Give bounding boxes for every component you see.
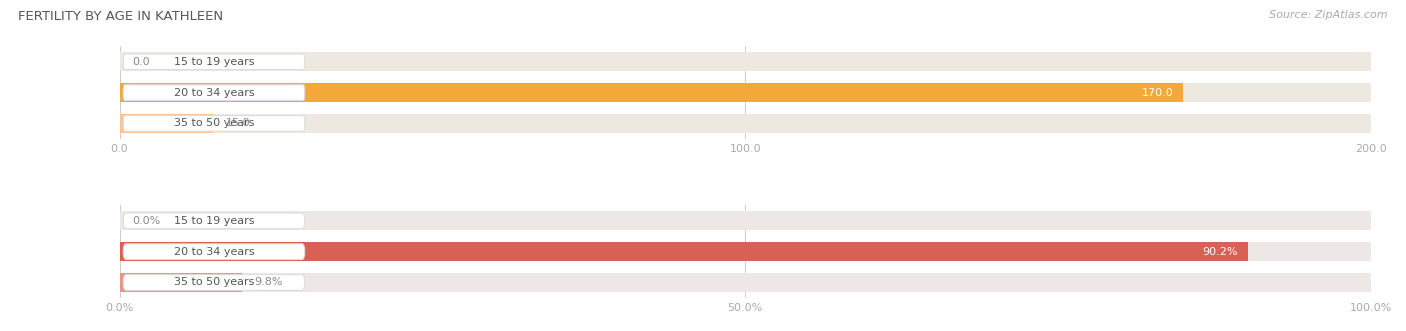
Text: FERTILITY BY AGE IN KATHLEEN: FERTILITY BY AGE IN KATHLEEN bbox=[18, 10, 224, 23]
FancyBboxPatch shape bbox=[124, 213, 305, 229]
Text: 20 to 34 years: 20 to 34 years bbox=[174, 88, 254, 98]
Text: 9.8%: 9.8% bbox=[254, 277, 283, 288]
Text: 15.0: 15.0 bbox=[226, 118, 250, 128]
Bar bbox=[120, 242, 1249, 261]
Bar bbox=[120, 83, 1371, 102]
FancyBboxPatch shape bbox=[124, 85, 305, 100]
Text: 15 to 19 years: 15 to 19 years bbox=[174, 57, 254, 67]
Bar bbox=[120, 114, 214, 133]
Text: 20 to 34 years: 20 to 34 years bbox=[174, 247, 254, 257]
Text: 0.0: 0.0 bbox=[132, 57, 149, 67]
FancyBboxPatch shape bbox=[124, 275, 305, 290]
Bar bbox=[120, 114, 1371, 133]
Bar bbox=[120, 273, 1371, 292]
Bar bbox=[120, 83, 1182, 102]
Text: Source: ZipAtlas.com: Source: ZipAtlas.com bbox=[1270, 10, 1388, 20]
FancyBboxPatch shape bbox=[124, 54, 305, 70]
Text: 170.0: 170.0 bbox=[1142, 88, 1173, 98]
Text: 35 to 50 years: 35 to 50 years bbox=[174, 277, 254, 288]
Bar bbox=[120, 211, 1371, 230]
Bar bbox=[120, 242, 1371, 261]
FancyBboxPatch shape bbox=[124, 116, 305, 131]
Text: 15 to 19 years: 15 to 19 years bbox=[174, 216, 254, 226]
FancyBboxPatch shape bbox=[124, 244, 305, 260]
Bar bbox=[120, 273, 242, 292]
Text: 35 to 50 years: 35 to 50 years bbox=[174, 118, 254, 128]
Text: 0.0%: 0.0% bbox=[132, 216, 160, 226]
Bar bbox=[120, 52, 1371, 71]
Text: 90.2%: 90.2% bbox=[1202, 247, 1239, 257]
